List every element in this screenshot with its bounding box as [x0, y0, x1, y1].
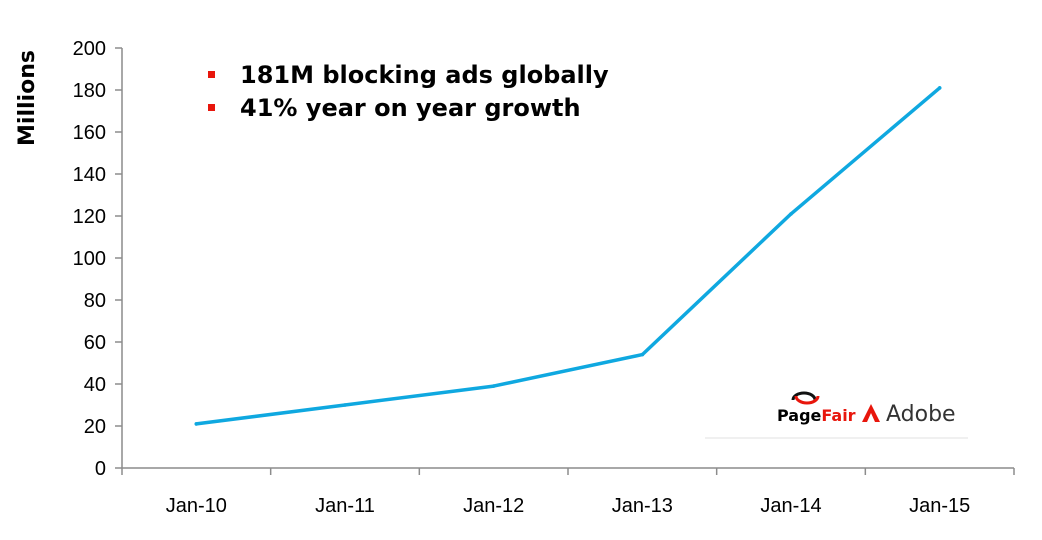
series-layer	[194, 86, 942, 426]
series-line	[194, 86, 942, 426]
x-tick-label: Jan-10	[166, 495, 227, 517]
pagefair-logo-icon	[791, 391, 820, 405]
data-point	[491, 384, 496, 388]
x-tick-label: Jan-15	[909, 495, 970, 517]
y-tick-label: 80	[84, 290, 106, 312]
y-tick-label: 120	[73, 206, 106, 228]
y-axis-label: Millions	[15, 50, 40, 146]
y-tick-label: 100	[73, 248, 106, 270]
adobe-logo-icon	[862, 404, 880, 422]
y-tick-label: 160	[73, 122, 106, 144]
annotation-block: 181M blocking ads globally 41% year on y…	[208, 61, 609, 122]
branding-backdrop	[702, 380, 970, 440]
pagefair-wordmark: PageFair	[777, 406, 856, 425]
bullet-square-1	[208, 71, 215, 78]
bullet-square-2	[208, 104, 215, 111]
data-point	[937, 86, 942, 90]
x-tick-label: Jan-14	[760, 495, 821, 517]
x-tick-label: Jan-13	[612, 495, 673, 517]
data-point	[343, 403, 347, 407]
pagefair-wordmark-prefix: Page	[777, 406, 822, 425]
annotation-line-2: 41% year on year growth	[240, 94, 581, 122]
y-tick-label: 140	[73, 164, 106, 186]
y-tick-label: 0	[95, 458, 106, 480]
data-point	[789, 212, 793, 216]
x-axis-ticks: Jan-10 Jan-11 Jan-12 Jan-13 Jan-14 Jan-15	[121, 468, 1015, 517]
y-axis: 0 20 40 60 80 100 120 140 160 180 200	[73, 38, 123, 480]
y-tick-label: 60	[84, 332, 106, 354]
x-tick-label: Jan-11	[315, 495, 375, 517]
y-axis-ticks: 0 20 40 60 80 100 120 140 160 180 200	[73, 38, 122, 480]
annotation-line-1: 181M blocking ads globally	[240, 61, 609, 89]
x-axis: Jan-10 Jan-11 Jan-12 Jan-13 Jan-14 Jan-15	[121, 467, 1015, 517]
y-tick-label: 20	[84, 416, 106, 438]
branding: PageFair Adobe	[702, 380, 970, 440]
adobe-wordmark: Adobe	[886, 402, 956, 427]
x-tick-label: Jan-12	[463, 495, 524, 517]
y-tick-label: 180	[73, 80, 106, 102]
y-tick-label: 40	[84, 374, 106, 396]
pagefair-wordmark-suffix: Fair	[821, 406, 855, 425]
y-tick-label: 200	[73, 38, 106, 60]
data-point	[640, 352, 645, 357]
data-point	[194, 422, 199, 426]
